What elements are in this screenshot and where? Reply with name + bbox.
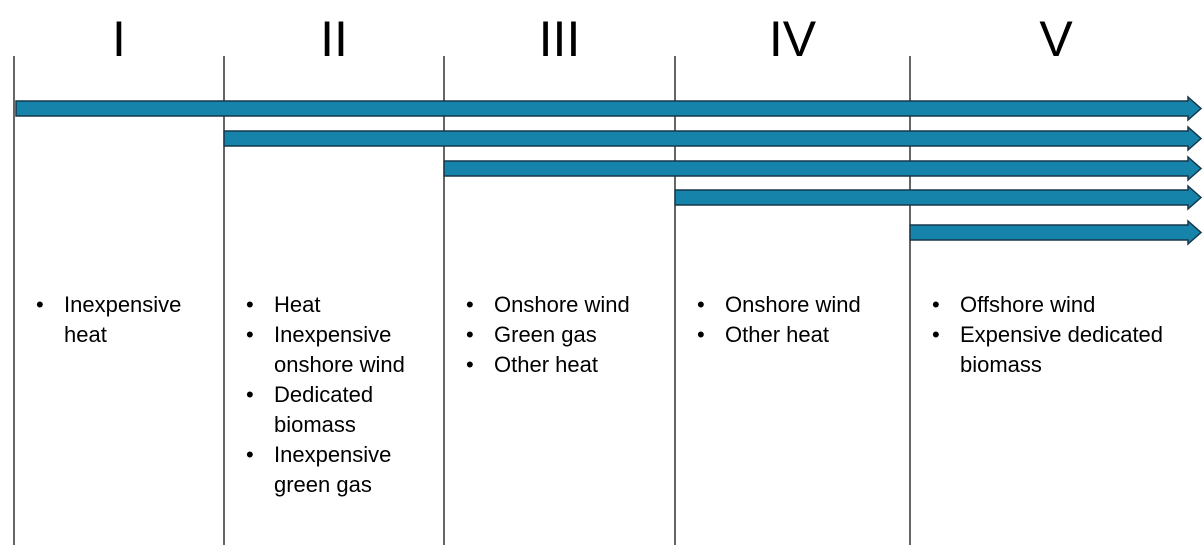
item-list: Onshore windGreen gasOther heat: [446, 290, 664, 380]
column-header: III: [539, 11, 581, 67]
item: Offshore wind: [932, 290, 1202, 320]
item: Heat: [246, 290, 429, 320]
item-list: Onshore windOther heat: [677, 290, 905, 350]
item-list: Inexpensive heat: [16, 290, 204, 350]
item-list: Offshore windExpensive dedicated biomass: [912, 290, 1202, 380]
arrow: [223, 125, 1202, 152]
item: Other heat: [466, 350, 664, 380]
item: Inexpensive heat: [36, 290, 204, 350]
column-header: II: [320, 11, 348, 67]
column-header: IV: [769, 11, 817, 67]
arrow: [909, 219, 1202, 246]
item: Expensive dedicated biomass: [932, 320, 1202, 380]
item: Other heat: [697, 320, 905, 350]
arrow: [443, 155, 1202, 182]
item: Dedicated biomass: [246, 380, 429, 440]
item: Inexpensive onshore wind: [246, 320, 429, 380]
arrow: [15, 95, 1202, 122]
item: Green gas: [466, 320, 664, 350]
column-header: I: [112, 11, 126, 67]
column-header: V: [1039, 11, 1073, 67]
item: Inexpensive green gas: [246, 440, 429, 500]
arrow: [674, 184, 1202, 211]
item: Onshore wind: [697, 290, 905, 320]
item-list: HeatInexpensive onshore windDedicated bi…: [226, 290, 429, 500]
item: Onshore wind: [466, 290, 664, 320]
